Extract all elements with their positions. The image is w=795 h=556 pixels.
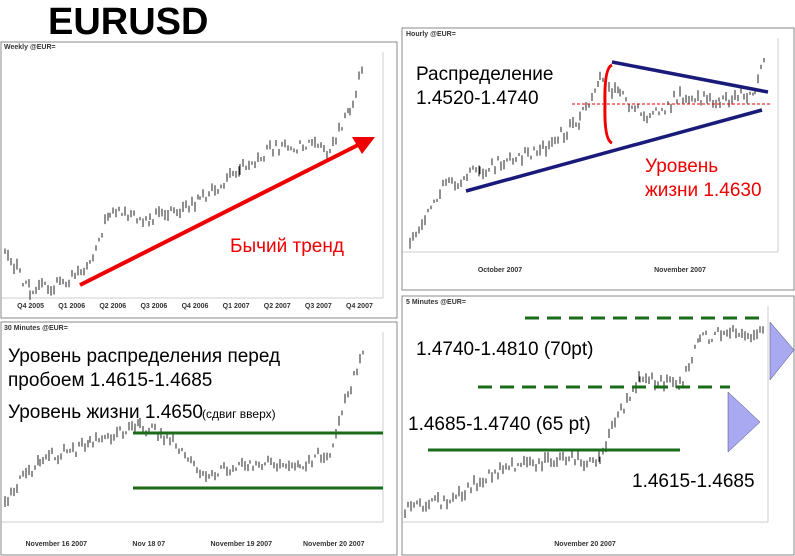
x-axis-label: Q3 2006 [140, 303, 167, 310]
annotation: жизни 1.4630 [645, 180, 762, 201]
x-axis-label: Q2 2007 [264, 303, 291, 310]
panel-header: Hourly @EUR= [406, 31, 456, 38]
panel-header: 5 Minutes @EUR= [406, 299, 466, 306]
x-axis-label: November 20 2007 [554, 541, 616, 548]
annotation: 1.4685-1.4740 (65 pt) [408, 414, 591, 435]
x-axis-label: November 19 2007 [211, 541, 273, 548]
x-axis-label: November 16 2007 [26, 541, 88, 548]
x-axis-label: Q1 2007 [223, 303, 250, 310]
range-bracket [603, 63, 613, 145]
annotation: (сдвиг вверх) [202, 407, 276, 421]
x-axis-label: Q4 2005 [17, 303, 44, 310]
panel-frame [401, 27, 795, 291]
triangle-line [611, 60, 769, 94]
panel-frame [0, 41, 398, 319]
x-axis-label: November 2007 [654, 267, 706, 274]
triangle-marker [727, 391, 761, 453]
annotation: пробоем 1.4615-1.4685 [8, 370, 212, 391]
arrow-head [352, 137, 375, 154]
annotation: 1.4520-1.4740 [416, 88, 539, 109]
trend-arrow [79, 141, 363, 287]
x-axis-label: October 2007 [478, 267, 522, 274]
panel-frame [0, 321, 398, 556]
x-axis-label: November 20 2007 [303, 541, 365, 548]
x-axis-label: Q4 2007 [346, 303, 373, 310]
triangle-marker [769, 321, 795, 381]
annotation: Уровень [645, 156, 718, 177]
annotation: 1.4615-1.4685 [632, 471, 755, 492]
x-axis-label: Q2 2006 [99, 303, 126, 310]
annotation: Распределение [416, 64, 553, 85]
panel-header: Weekly @EUR= [4, 44, 56, 51]
page-title: EURUSD [48, 1, 208, 43]
x-axis-label: Q3 2007 [305, 303, 332, 310]
annotation: Уровень распределения перед [8, 346, 280, 367]
triangle-line [465, 108, 763, 193]
annotation: Уровень жизни 1.4650 [8, 402, 203, 423]
panel-header: 30 Minutes @EUR= [4, 325, 68, 332]
x-axis-label: Nov 18 07 [132, 541, 165, 548]
x-axis-label: Q4 2006 [182, 303, 209, 310]
annotation: Бычий тренд [230, 236, 344, 257]
x-axis-label: Q1 2006 [58, 303, 85, 310]
annotation: 1.4740-1.4810 (70pt) [416, 339, 593, 360]
